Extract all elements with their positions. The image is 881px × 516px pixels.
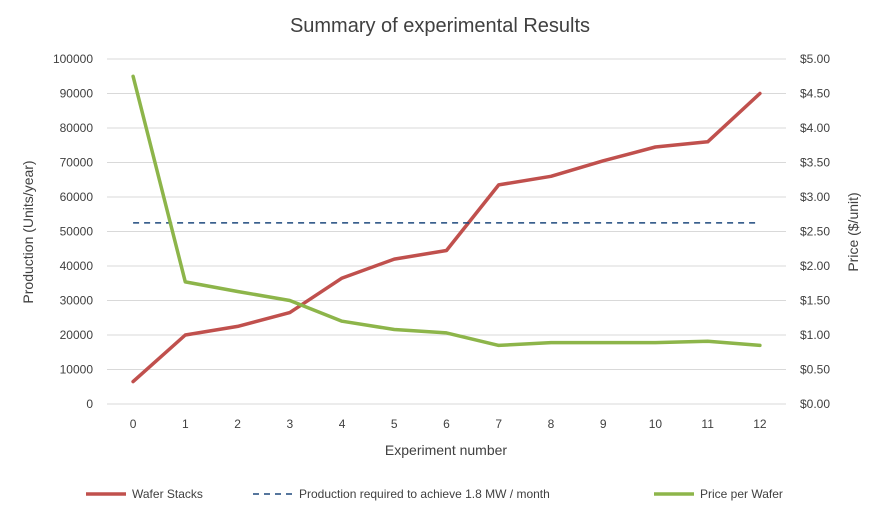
y2-tick-label: $4.50 <box>800 87 830 101</box>
y2-tick-label: $1.50 <box>800 294 830 308</box>
y-tick-label: 70000 <box>60 156 94 170</box>
x-tick-label: 6 <box>443 417 450 431</box>
y2-tick-label: $3.50 <box>800 156 830 170</box>
series-line-1 <box>131 91 762 384</box>
y-tick-label: 90000 <box>60 87 94 101</box>
y2-tick-label: $3.00 <box>800 190 830 204</box>
legend-label: Wafer Stacks <box>132 487 203 501</box>
y2-tick-label: $0.00 <box>800 397 830 411</box>
y-tick-label: 100000 <box>53 52 93 66</box>
x-tick-label: 0 <box>130 417 137 431</box>
y2-tick-label: $0.50 <box>800 363 830 377</box>
y2-tick-label: $1.00 <box>800 328 830 342</box>
x-axis-ticks: 0 1 2 3 4 5 6 7 8 9 10 11 12 <box>130 417 767 431</box>
legend-label: Price per Wafer <box>700 487 783 501</box>
x-tick-label: 5 <box>391 417 398 431</box>
x-tick-label: 10 <box>649 417 663 431</box>
y2-tick-label: $4.00 <box>800 121 830 135</box>
x-tick-label: 8 <box>548 417 555 431</box>
legend: Wafer Stacks Production required to achie… <box>86 487 783 501</box>
gridlines <box>107 58 786 405</box>
y-tick-label: 30000 <box>60 294 94 308</box>
y-tick-label: 80000 <box>60 121 94 135</box>
y-tick-label: 20000 <box>60 328 94 342</box>
y-tick-label: 50000 <box>60 225 94 239</box>
x-tick-label: 7 <box>495 417 502 431</box>
x-tick-label: 12 <box>753 417 767 431</box>
y-tick-label: 40000 <box>60 259 94 273</box>
y2-tick-label: $2.50 <box>800 225 830 239</box>
x-tick-label: 9 <box>600 417 607 431</box>
series-lines <box>131 74 762 384</box>
y-tick-label: 60000 <box>60 190 94 204</box>
legend-label: Production required to achieve 1.8 MW / … <box>299 487 550 501</box>
x-tick-label: 4 <box>339 417 346 431</box>
y-axis-right-title: Price ($/unit) <box>845 192 861 271</box>
x-tick-label: 2 <box>234 417 241 431</box>
x-tick-label: 11 <box>701 417 714 431</box>
y-axis-right-ticks: $0.00 $0.50 $1.00 $1.50 $2.00 $2.50 $3.00 $3.50… <box>800 52 830 411</box>
x-tick-label: 3 <box>286 417 293 431</box>
series-line-3 <box>131 74 762 348</box>
y-axis-left-ticks: 0 10000 20000 30000 40000 50000 60000 70000 8000… <box>53 52 93 411</box>
x-tick-label: 1 <box>182 417 189 431</box>
chart-title: Summary of experimental Results <box>290 15 590 37</box>
y-tick-label: 0 <box>86 397 93 411</box>
x-axis-title: Experiment number <box>385 442 508 458</box>
y-axis-left-title: Production (Units/year) <box>20 160 36 303</box>
y2-tick-label: $2.00 <box>800 259 830 273</box>
y-tick-label: 10000 <box>60 363 94 377</box>
y2-tick-label: $5.00 <box>800 52 830 66</box>
